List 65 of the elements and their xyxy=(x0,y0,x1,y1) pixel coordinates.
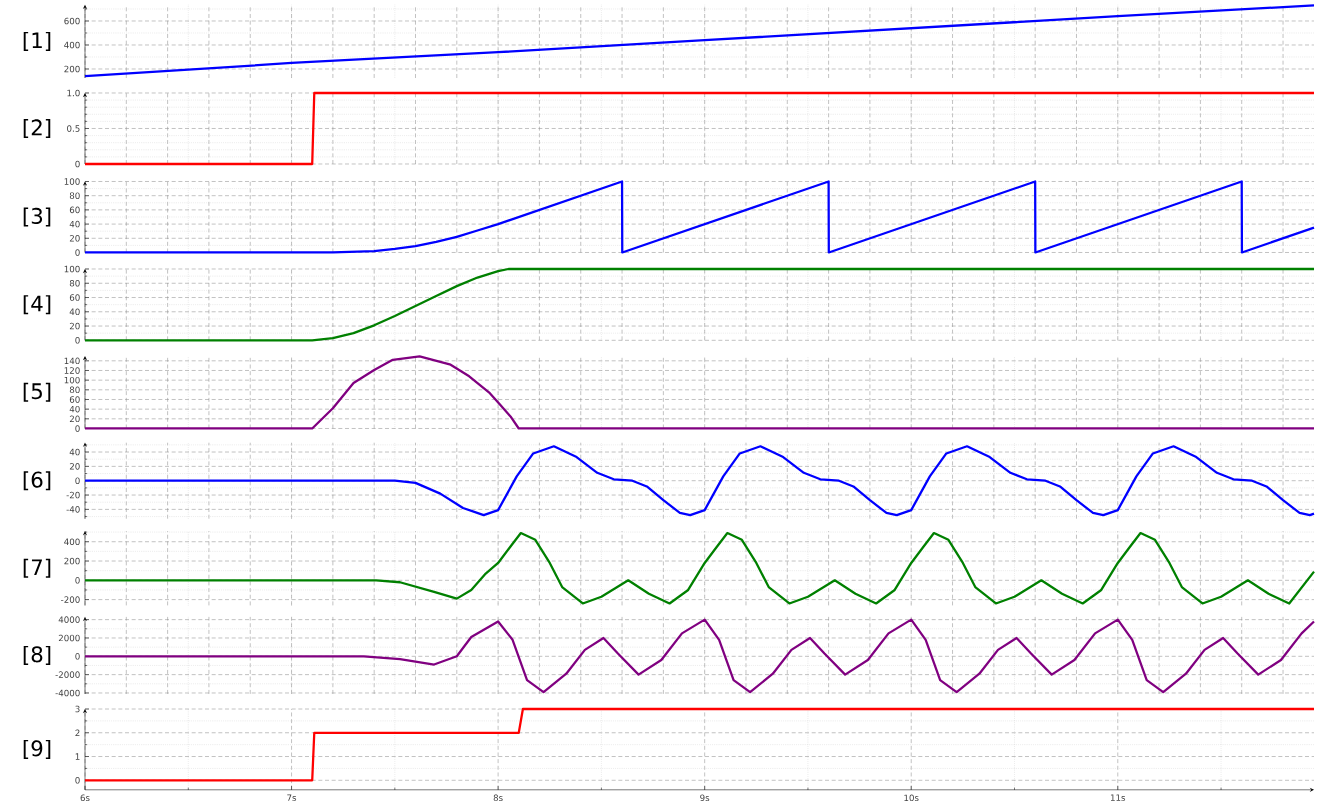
y-tick-label: 20 xyxy=(69,235,80,242)
y-tick-label: 100 xyxy=(64,376,80,384)
y-tick-label: 0 xyxy=(75,249,80,256)
y-tick-label: 40 xyxy=(69,405,80,413)
y-tick-label: 100 xyxy=(64,178,80,185)
line-series xyxy=(83,531,1316,605)
y-tick-label: 20 xyxy=(69,322,80,330)
y-axis-title: [2] xyxy=(23,118,51,138)
y-tick-label: -2000 xyxy=(55,671,80,678)
y-tick-label: -200 xyxy=(61,596,80,603)
y-tick-label: 60 xyxy=(69,396,80,403)
y-tick-label: 100 xyxy=(64,265,80,273)
y-tick-label: -20 xyxy=(66,491,80,499)
y-tick-label: 140 xyxy=(64,357,80,365)
x-tick-label: 7s xyxy=(287,794,297,801)
x-tick-label: 10s xyxy=(904,794,919,802)
y-tick-label: 1.0 xyxy=(67,89,80,97)
y-axis-title: [5] xyxy=(23,382,51,402)
y-tick-label: 200 xyxy=(64,557,80,565)
y-axis-title: [7] xyxy=(23,558,51,578)
y-tick-label: 3 xyxy=(75,705,80,713)
y-tick-label: 600 xyxy=(64,17,80,25)
y-tick-label: 0 xyxy=(75,477,80,484)
y-tick-label: 2 xyxy=(75,729,80,736)
line-series xyxy=(83,267,1316,342)
y-tick-label: 0 xyxy=(75,337,80,344)
line-series xyxy=(83,445,1316,517)
y-axis-title: [1] xyxy=(23,31,51,51)
y-axis-title: [8] xyxy=(23,645,51,665)
x-tick-label: 11s xyxy=(1110,794,1126,801)
y-tick-label: 60 xyxy=(69,294,80,301)
line-series xyxy=(83,355,1316,430)
y-tick-label: 0 xyxy=(75,577,80,584)
y-tick-label: 40 xyxy=(69,448,80,456)
x-tick-label: 9s xyxy=(700,794,710,802)
y-tick-label: 20 xyxy=(69,415,80,423)
y-tick-label: 2000 xyxy=(58,634,80,642)
line-series xyxy=(83,180,1316,254)
y-tick-label: 1 xyxy=(75,753,80,760)
y-tick-label: 400 xyxy=(64,41,80,49)
y-tick-label: 80 xyxy=(69,192,80,199)
y-tick-label: 120 xyxy=(64,367,80,374)
y-tick-label: 4000 xyxy=(58,616,80,623)
y-tick-label: 80 xyxy=(69,386,80,394)
y-tick-label: 0 xyxy=(75,653,80,660)
y-tick-label: 200 xyxy=(64,65,80,73)
y-tick-label: -40 xyxy=(66,506,80,513)
y-axis-title: [6] xyxy=(23,471,51,491)
y-axis-title: [3] xyxy=(23,207,51,227)
y-tick-label: 0 xyxy=(75,160,80,168)
x-tick-label: 8s xyxy=(493,794,503,802)
y-tick-label: 40 xyxy=(69,220,80,228)
y-tick-label: 40 xyxy=(69,308,80,316)
y-axis-title: [9] xyxy=(23,739,51,759)
y-tick-label: 20 xyxy=(69,463,80,470)
y-tick-label: 0 xyxy=(75,425,80,432)
y-tick-label: 80 xyxy=(69,279,80,287)
y-axis-title: [4] xyxy=(23,295,51,315)
y-tick-label: 60 xyxy=(69,206,80,214)
y-tick-label: 400 xyxy=(64,538,80,545)
line-series xyxy=(83,618,1316,694)
x-tick-label: 6s xyxy=(80,794,90,802)
y-tick-label: 0 xyxy=(75,777,80,784)
y-tick-label: -4000 xyxy=(55,689,80,697)
y-tick-label: 0.5 xyxy=(67,125,80,132)
